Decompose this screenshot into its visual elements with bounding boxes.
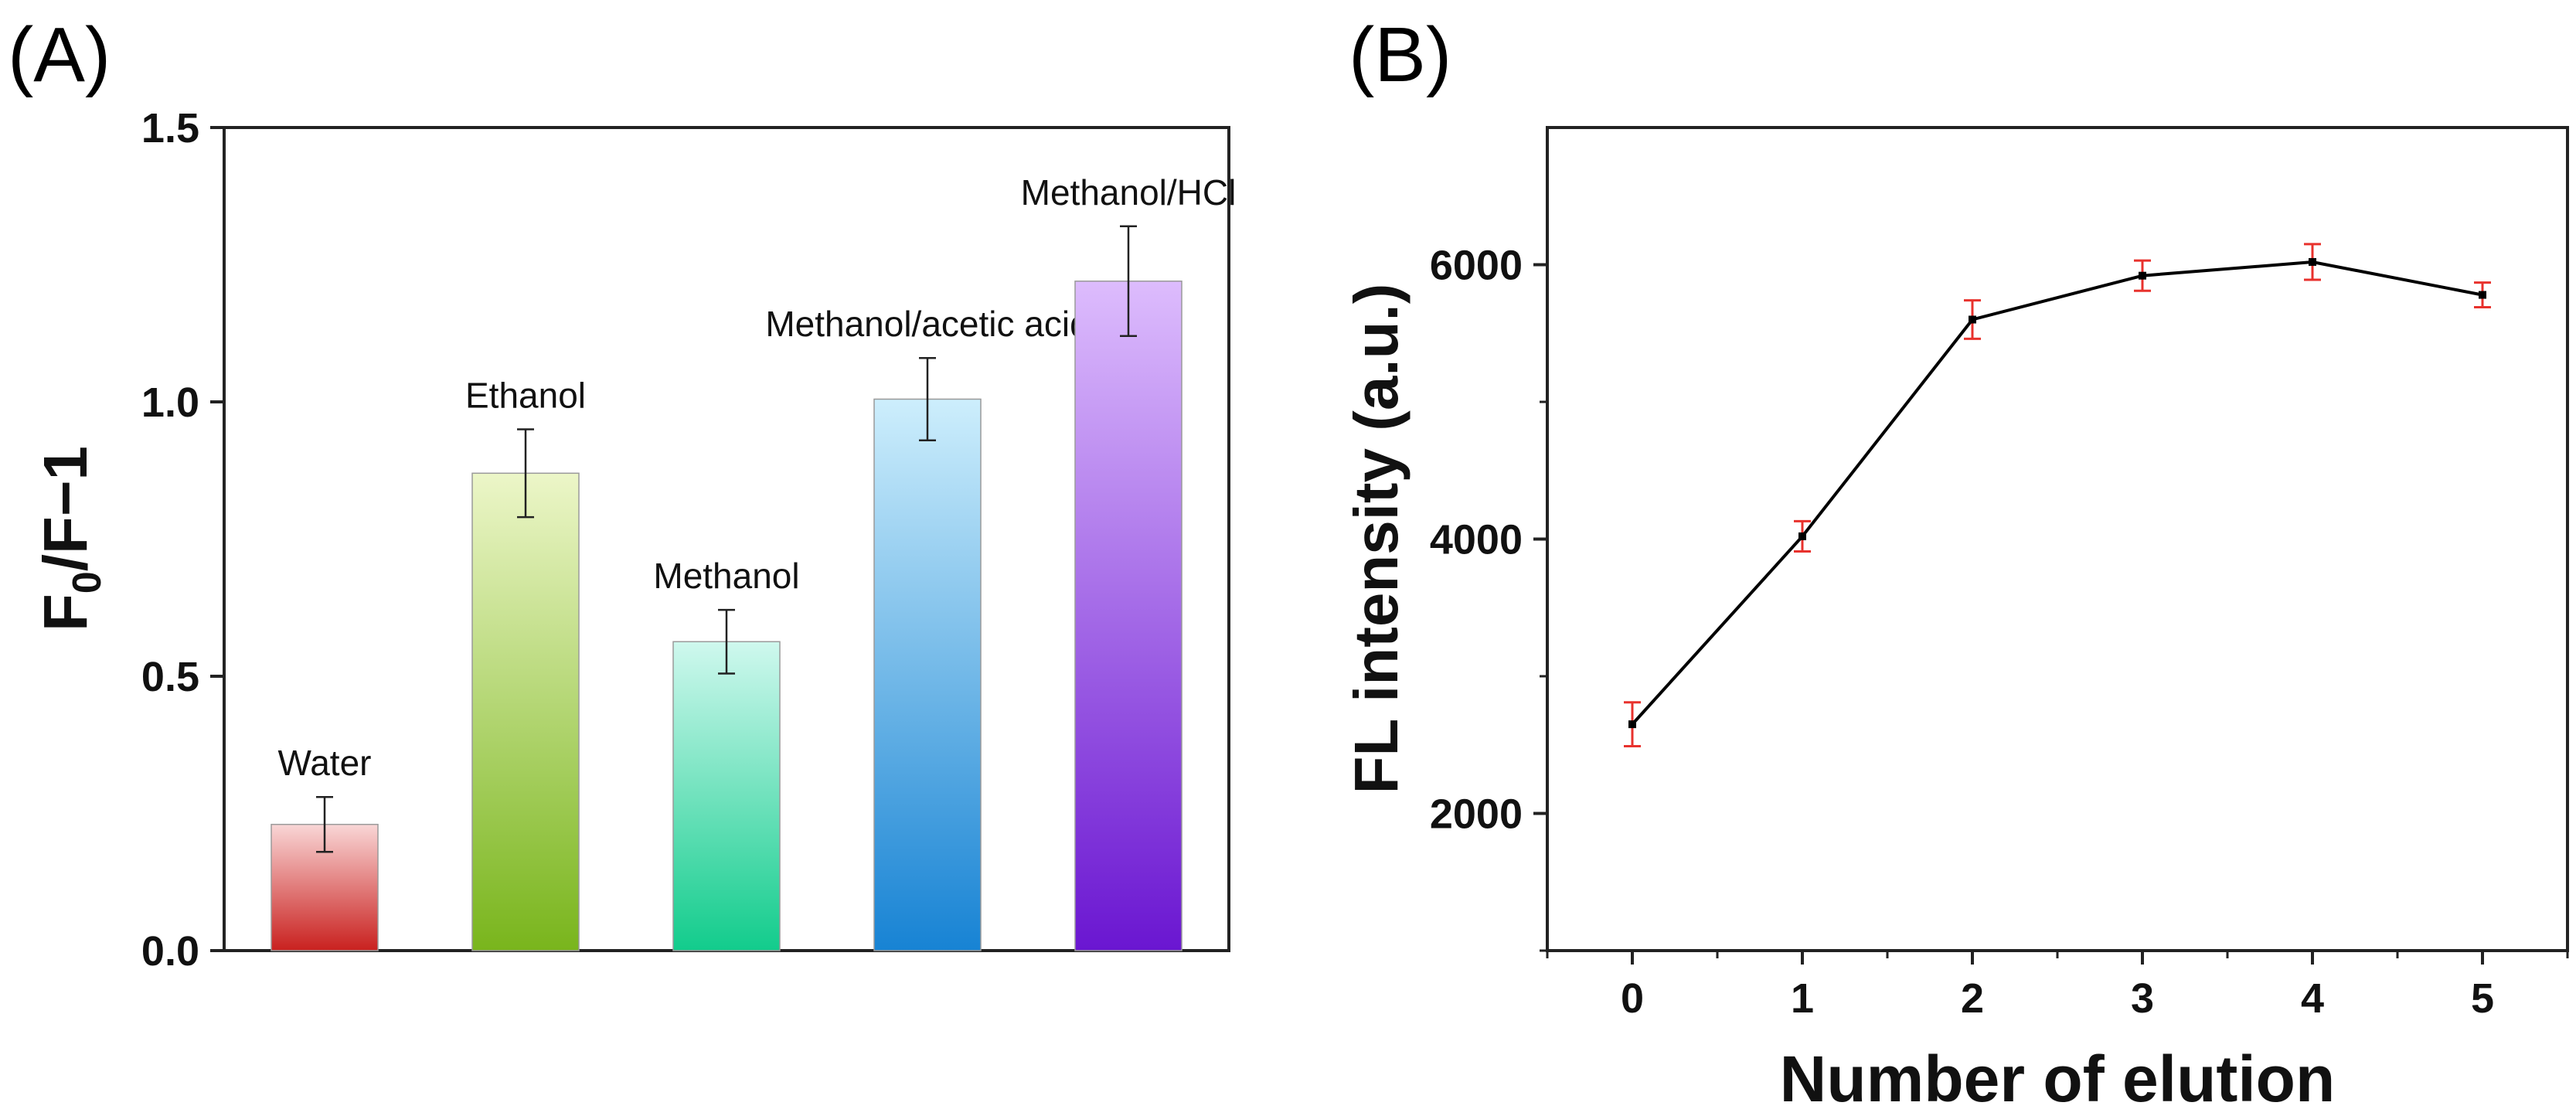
bar-methanol-acetic-acid <box>873 398 982 951</box>
bar-ethanol <box>471 472 580 951</box>
panel-b-y-tick-label: 6000 <box>1430 243 1523 289</box>
data-point-4 <box>2309 257 2316 266</box>
panel-b-x-tick-label: 4 <box>2301 975 2324 1022</box>
panel-b-x-axis-title: Number of elution <box>1780 1043 2336 1115</box>
panel-b-x-tick-label: 0 <box>1621 975 1644 1022</box>
panel-b-plot-frame <box>1546 126 2569 952</box>
panel-a-y-tick-label: 1.0 <box>141 379 199 426</box>
panel-a-y-axis: 0.0 0.5 1.0 1.5 <box>141 105 224 975</box>
panel-b-y-tick-label: 4000 <box>1430 517 1523 563</box>
panel-b-label: (B) <box>1349 12 1451 98</box>
panel-a-y-tick-label: 1.5 <box>141 105 199 151</box>
data-point-5 <box>2479 291 2486 299</box>
panel-b-y-axis-title: FL intensity (a.u.) <box>1342 284 1411 794</box>
panel-b-series <box>1624 243 2491 748</box>
panel-b-x-tick-label: 5 <box>2471 975 2494 1022</box>
panel-b-x-axis: 0 1 2 3 4 5 <box>1546 951 2569 1022</box>
bar-label-ethanol: Ethanol <box>465 376 586 416</box>
error-bar-ethanol <box>517 428 534 519</box>
panel-a-y-title-main: F <box>31 594 100 631</box>
panel-a-label: (A) <box>8 12 111 98</box>
bar-label-methanol-hcl: Methanol/HCl <box>1021 172 1237 213</box>
panel-a-y-tick-label: 0.0 <box>141 928 199 975</box>
data-point-2 <box>1969 315 1976 324</box>
panel-b-line-chart: (B) 2000 4000 6000 0 1 2 3 4 5 FL intensity (a.… <box>1342 12 2569 1115</box>
panel-a-bar-chart: (A) 0.0 0.5 1.0 1.5 Water Ethanol Methanol Met… <box>8 12 1236 975</box>
data-point-1 <box>1798 532 1806 540</box>
panel-b-y-tick-label: 2000 <box>1430 791 1523 838</box>
panel-a-y-axis-title: F0/F−1 <box>31 446 110 631</box>
panel-a-y-title-subscript: 0 <box>65 571 110 594</box>
panel-b-y-axis: 2000 4000 6000 <box>1430 243 1547 952</box>
error-bar-methanol <box>718 608 735 675</box>
data-point-0 <box>1628 720 1636 729</box>
panel-b-x-tick-label: 1 <box>1791 975 1814 1022</box>
error-bar-methanol-acetic-acid <box>919 356 936 441</box>
bar-label-methanol: Methanol <box>653 556 799 596</box>
panel-b-x-tick-label: 3 <box>2131 975 2154 1022</box>
series-line <box>1631 260 2483 726</box>
bar-label-methanol-acetic-acid: Methanol/acetic acid <box>765 304 1089 344</box>
panel-a-y-tick-label: 0.5 <box>141 654 199 700</box>
panel-b-x-tick-label: 2 <box>1961 975 1984 1022</box>
bar-label-water: Water <box>278 743 372 783</box>
error-bar-methanol-hcl <box>1120 225 1137 338</box>
panel-a-bars: Water Ethanol Methanol Methanol/acetic acid… <box>271 172 1236 951</box>
bar-methanol-hcl <box>1074 281 1183 951</box>
error-bar-water <box>316 795 333 853</box>
panel-a-y-title-rest: /F−1 <box>31 446 100 571</box>
data-point-3 <box>2139 271 2146 280</box>
bar-methanol <box>672 641 781 951</box>
